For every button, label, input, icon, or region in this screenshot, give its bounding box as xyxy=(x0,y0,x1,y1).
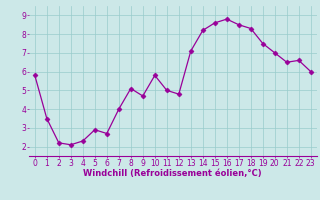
X-axis label: Windchill (Refroidissement éolien,°C): Windchill (Refroidissement éolien,°C) xyxy=(84,169,262,178)
